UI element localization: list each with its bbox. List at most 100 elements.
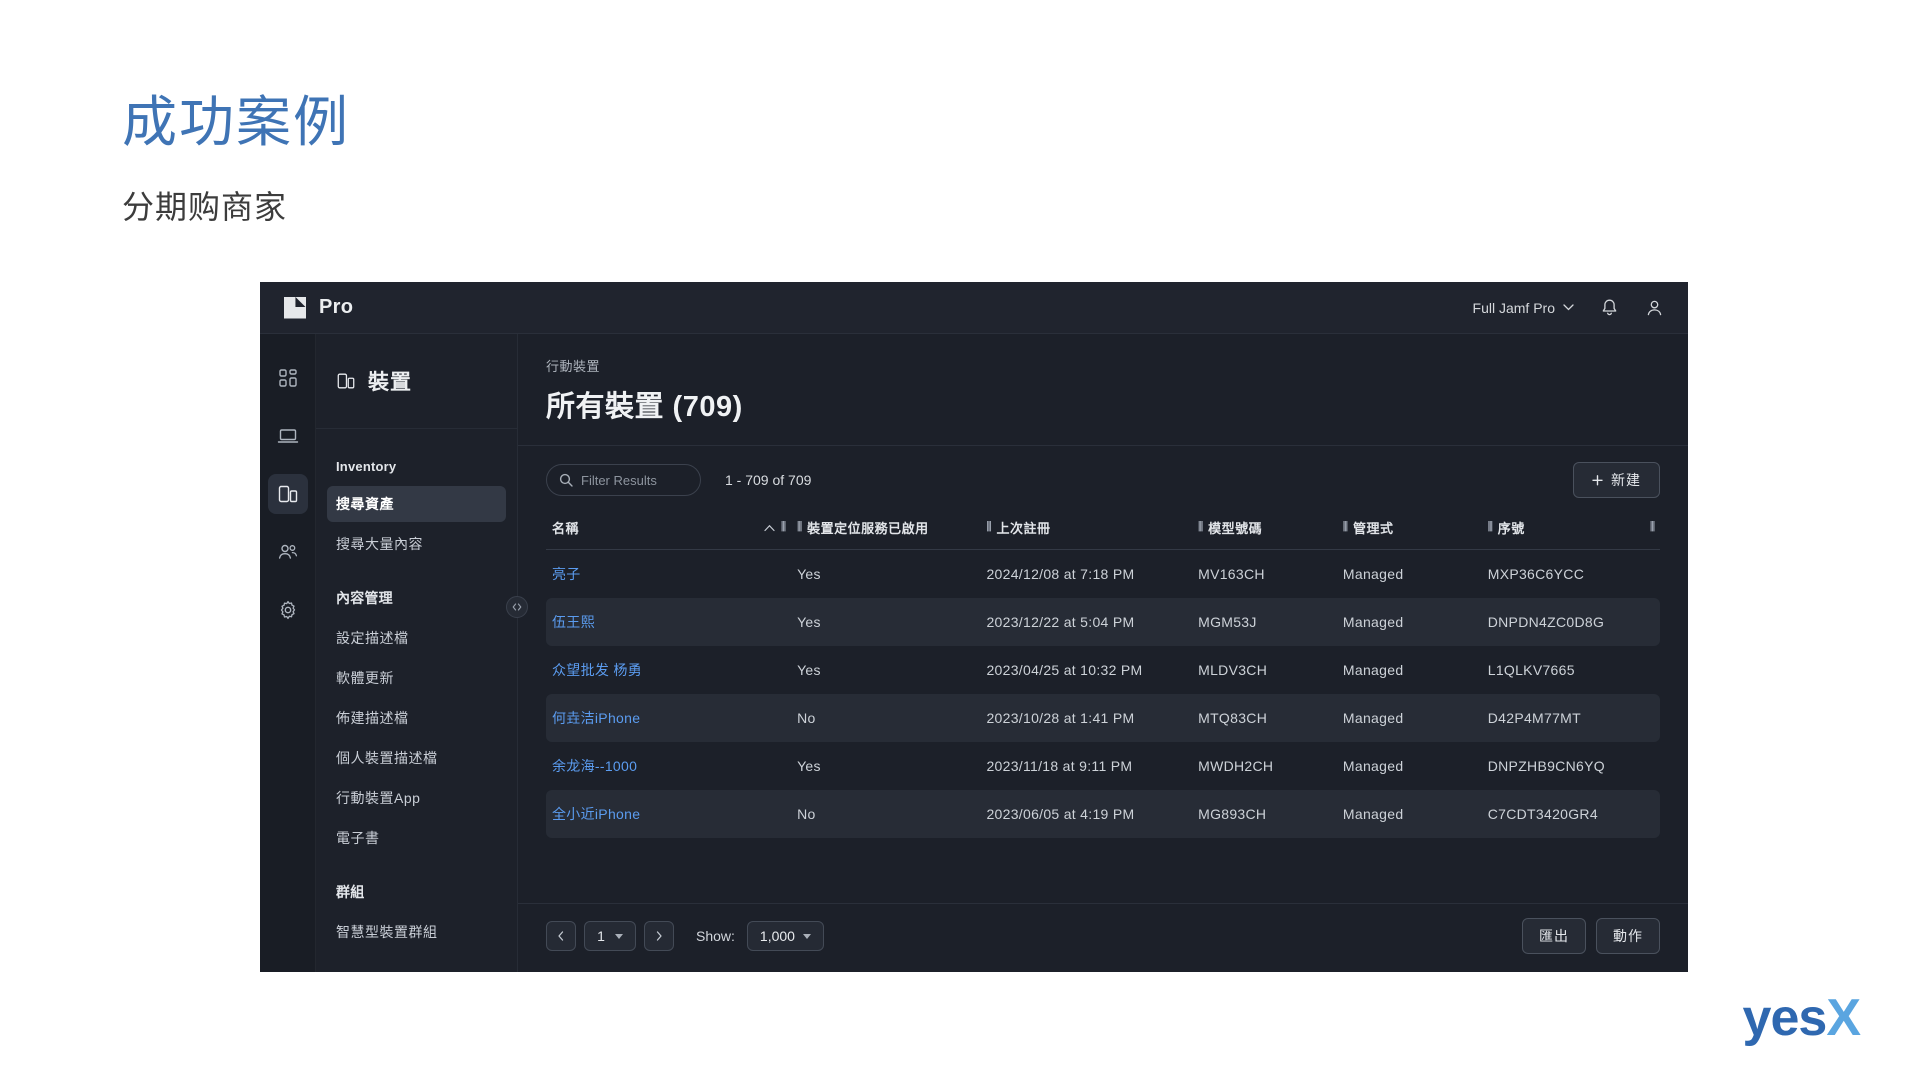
cell-location: Yes xyxy=(797,758,821,774)
table-toolbar: Filter Results 1 - 709 of 709 新建 xyxy=(518,446,1688,512)
result-count: 1 - 709 of 709 xyxy=(725,472,812,488)
column-header-serial-label: 序號 xyxy=(1497,521,1525,536)
table-row[interactable]: 全小近iPhone No 2023/06/05 at 4:19 PM MG893… xyxy=(546,790,1660,838)
users-icon xyxy=(278,544,297,559)
notifications-button[interactable] xyxy=(1600,298,1619,318)
cell-serial: MXP36C6YCC xyxy=(1487,566,1585,582)
table-row[interactable]: 何垚洁iPhone No 2023/10/28 at 1:41 PM MTQ83… xyxy=(546,694,1660,742)
device-link[interactable]: 何垚洁iPhone xyxy=(552,710,641,726)
slide-subtitle: 分期购商家 xyxy=(122,189,288,225)
devices-table: 名稱 ⫼ ⫼ 裝置定位服務已啟用 xyxy=(546,512,1660,838)
devices-table-body: 亮子 Yes 2024/12/08 at 7:18 PM MV163CH Man… xyxy=(546,550,1660,838)
cell-model: MTQ83CH xyxy=(1192,694,1337,742)
sidebar-item-search-inventory[interactable]: 搜尋資產 xyxy=(327,486,506,522)
chevron-down-icon xyxy=(614,933,623,939)
account-button[interactable] xyxy=(1645,298,1664,318)
table-row[interactable]: 余龙海--1000 Yes 2023/11/18 at 9:11 PM MWDH… xyxy=(546,742,1660,790)
search-input[interactable]: Filter Results xyxy=(546,464,701,496)
column-header-name[interactable]: 名稱 ⫼ xyxy=(546,512,792,550)
rail-item-settings[interactable] xyxy=(268,590,308,630)
cell-model: MLDV3CH xyxy=(1198,662,1268,678)
export-button[interactable]: 匯出 xyxy=(1522,918,1586,954)
column-options-icon[interactable]: ⫼ xyxy=(1649,521,1655,533)
table-row[interactable]: 众望批发 杨勇 Yes 2023/04/25 at 10:32 PM MLDV3… xyxy=(546,646,1660,694)
sidebar-item-mobile-device-apps[interactable]: 行動裝置App xyxy=(336,790,421,806)
table-row[interactable]: 伍王熙 Yes 2023/12/22 at 5:04 PM MGM53J Man… xyxy=(546,598,1660,646)
cell-managed: Managed xyxy=(1342,566,1404,582)
rail-item-users[interactable] xyxy=(268,532,308,572)
cell-location: No xyxy=(791,790,981,838)
dashboard-icon xyxy=(278,369,297,387)
cell-serial: DNPZHB9CN6YQ xyxy=(1487,758,1605,774)
user-icon xyxy=(1647,300,1662,315)
column-header-model-label: 模型號碼 xyxy=(1208,521,1263,536)
cell-name: 何垚洁iPhone xyxy=(546,694,792,742)
action-button[interactable]: 動作 xyxy=(1596,918,1660,954)
cell-model: MGM53J xyxy=(1192,598,1337,646)
device-link[interactable]: 众望批发 杨勇 xyxy=(552,662,642,678)
column-header-managed[interactable]: ⫼ 管理式 xyxy=(1336,512,1482,550)
sidebar-item-configuration-profiles[interactable]: 設定描述檔 xyxy=(336,630,409,646)
column-filter-icon-model[interactable]: ⫼ xyxy=(1198,521,1203,533)
page-number-select[interactable]: 1 xyxy=(584,921,636,951)
sidebar-item-ebooks[interactable]: 電子書 xyxy=(336,830,380,846)
next-page-button[interactable] xyxy=(644,921,674,951)
column-filter-icon-serial[interactable]: ⫼ xyxy=(1487,521,1493,533)
column-header-location-services[interactable]: ⫼ 裝置定位服務已啟用 xyxy=(791,512,981,550)
column-header-last-enrollment[interactable]: ⫼ 上次註冊 xyxy=(980,512,1193,550)
page-size-select[interactable]: 1,000 xyxy=(746,921,824,951)
cell-model: MV163CH xyxy=(1198,566,1265,582)
mobile-devices-icon xyxy=(278,485,297,503)
sort-asc-icon xyxy=(764,524,775,531)
devices-icon xyxy=(337,373,355,389)
rail-item-dashboard[interactable] xyxy=(268,358,308,398)
device-link[interactable]: 余龙海--1000 xyxy=(552,758,638,774)
sidebar-item-personal-device-profiles[interactable]: 個人裝置描述檔 xyxy=(336,750,438,766)
computers-icon xyxy=(277,429,298,443)
table-row[interactable]: 亮子 Yes 2024/12/08 at 7:18 PM MV163CH Man… xyxy=(546,550,1660,599)
previous-page-button[interactable] xyxy=(546,921,576,951)
collapse-chevrons-icon xyxy=(512,603,522,611)
column-header-last-enrollment-label: 上次註冊 xyxy=(996,521,1051,536)
new-button[interactable]: 新建 xyxy=(1573,462,1660,498)
search-icon xyxy=(559,473,573,487)
nav-group-inventory-title: Inventory xyxy=(336,459,397,474)
cell-last-enrolled: 2023/11/18 at 9:11 PM xyxy=(986,758,1133,774)
plus-icon xyxy=(1592,474,1603,485)
column-filter-icon-enrollment[interactable]: ⫼ xyxy=(986,521,991,533)
column-header-model[interactable]: ⫼ 模型號碼 xyxy=(1192,512,1337,550)
cell-managed: Managed xyxy=(1342,758,1404,774)
device-link[interactable]: 亮子 xyxy=(552,566,581,582)
cell-name: 余龙海--1000 xyxy=(546,742,791,790)
sidebar-item-software-updates[interactable]: 軟體更新 xyxy=(336,670,394,686)
action-button-label: 動作 xyxy=(1613,928,1643,944)
column-filter-icon-location[interactable]: ⫼ xyxy=(797,521,802,533)
yesx-logo: yesX xyxy=(1743,988,1861,1048)
device-link[interactable]: 伍王熙 xyxy=(552,614,595,630)
settings-icon xyxy=(280,600,295,620)
column-filter-icon-managed[interactable]: ⫼ xyxy=(1342,521,1348,533)
slide-title: 成功案例 xyxy=(122,91,351,153)
sidebar-item-provisioning-profiles[interactable]: 佈建描述檔 xyxy=(336,710,409,726)
sidebar-collapse-handle[interactable] xyxy=(506,596,528,618)
logo-text-x: X xyxy=(1826,989,1861,1047)
sidebar-item-smart-device-groups[interactable]: 智慧型裝置群組 xyxy=(336,924,438,940)
sidebar-header: 裝置 xyxy=(316,334,517,429)
cell-name: 伍王熙 xyxy=(546,598,792,646)
rail-item-mobile-devices[interactable] xyxy=(267,474,308,514)
main-content: 行動裝置 所有裝置 (709) Filter Results 1 - 709 o… xyxy=(518,334,1688,972)
icon-rail xyxy=(260,334,316,972)
device-link[interactable]: 全小近iPhone xyxy=(552,806,641,822)
context-switcher[interactable]: Full Jamf Pro xyxy=(1473,300,1574,316)
cell-location: Yes xyxy=(797,662,821,678)
rail-item-computers[interactable] xyxy=(268,416,308,456)
table-footer: 1 Show: 1,000 匯出 動作 xyxy=(518,903,1688,972)
column-header-serial[interactable]: ⫼ 序號 ⫼ xyxy=(1481,512,1660,550)
sidebar-item-search-volume-content[interactable]: 搜尋大量內容 xyxy=(336,536,423,552)
column-filter-icon-name[interactable]: ⫼ xyxy=(781,521,786,533)
breadcrumb[interactable]: 行動裝置 xyxy=(546,359,601,374)
cell-managed: Managed xyxy=(1336,694,1482,742)
page-title: 所有裝置 (709) xyxy=(546,391,743,423)
page-header: 行動裝置 所有裝置 (709) xyxy=(518,334,1688,446)
cell-location: Yes xyxy=(797,566,821,582)
